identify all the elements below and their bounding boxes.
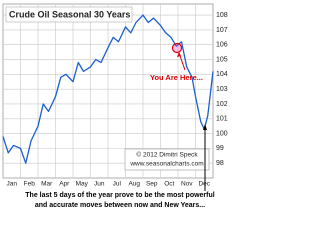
x-tick-label: Jun [94, 181, 105, 188]
website: www.seasonalcharts.com [129, 161, 203, 168]
arrow-head [177, 52, 181, 57]
x-tick-label: Sep [146, 181, 158, 188]
x-tick-label: Feb [24, 181, 36, 188]
x-tick-label: Nov [181, 181, 193, 188]
x-tick-label: Jan [7, 181, 18, 188]
arrow-head [203, 124, 207, 130]
y-tick-label: 102 [216, 101, 228, 108]
x-tick-label: Dec [198, 181, 210, 188]
line-series [2, 14, 214, 164]
x-tick-label: May [76, 181, 89, 188]
caption-line: The last 5 days of the year prove to be … [25, 192, 214, 199]
marker-circle [171, 42, 183, 54]
chart: Crude Oil Seasonal 30 Years You Are Here… [2, 3, 228, 209]
y-tick-label: 100 [216, 130, 228, 137]
y-tick-label: 104 [216, 71, 228, 78]
annotation: You Are Here... [150, 73, 203, 82]
y-tick-label: 106 [216, 42, 228, 49]
y-tick-label: 108 [216, 12, 228, 19]
x-tick-label: Apr [59, 181, 70, 188]
y-tick-label: 99 [216, 145, 224, 152]
y-tick-label: 101 [216, 116, 228, 123]
x-tick-label: Jul [113, 181, 122, 188]
caption-line: and accurate moves between now and New Y… [35, 202, 205, 209]
x-tick-label: Aug [128, 181, 140, 188]
y-tick-label: 107 [216, 27, 228, 34]
x-tick-label: Mar [41, 181, 53, 188]
x-tick-label: Oct [164, 181, 174, 188]
title-box [5, 6, 133, 23]
y-tick-label: 98 [216, 160, 224, 167]
y-tick-label: 105 [216, 56, 228, 63]
copyright: © 2012 Dimitri Speck [136, 151, 198, 159]
chart-title: Crude Oil Seasonal 30 Years [9, 9, 130, 19]
y-tick-label: 103 [216, 86, 228, 93]
credit-box [124, 148, 210, 171]
series-layer [2, 14, 214, 164]
